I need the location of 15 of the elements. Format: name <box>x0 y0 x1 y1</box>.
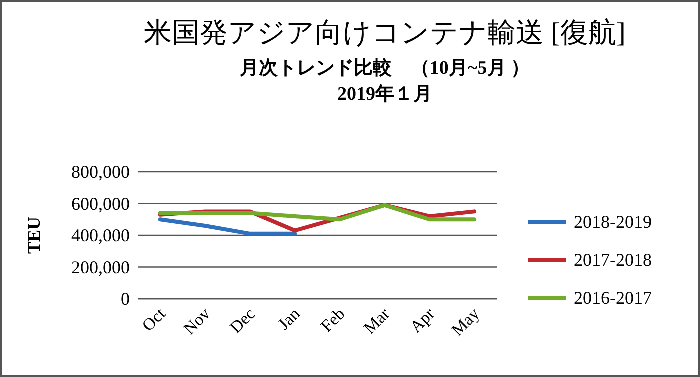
x-tick-label: Mar <box>360 304 394 338</box>
chart-title: 米国発アジア向けコンテナ輸送 [復航] <box>144 18 626 49</box>
legend-label: 2016-2017 <box>574 288 652 308</box>
x-tick-label: Nov <box>180 304 214 339</box>
x-tick-label: Oct <box>138 304 170 336</box>
x-tick-label: Apr <box>406 304 439 337</box>
y-axis-title: TEU <box>24 216 44 254</box>
x-tick-label: Feb <box>317 304 349 336</box>
legend-label: 2017-2018 <box>574 250 652 270</box>
yaxis: 0 200,000 400,000 600,000 800,000 <box>72 162 130 309</box>
chart-subtitle: 月次トレンド比較 （10月~5月 ） 2019年１月 <box>238 57 530 105</box>
legend-label: 2018-2019 <box>574 212 652 232</box>
x-tick-label: Jan <box>274 304 304 334</box>
x-tick-label: May <box>448 304 484 340</box>
x-tick-label: Dec <box>226 304 260 338</box>
